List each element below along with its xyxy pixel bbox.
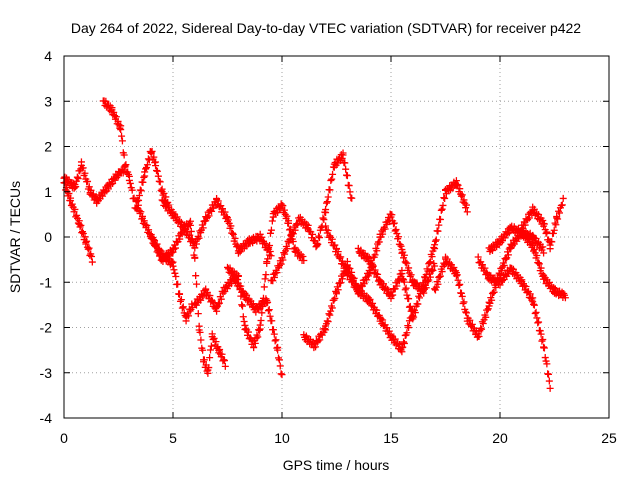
x-tick-label: 5 (169, 430, 177, 446)
x-tick-label: 25 (601, 430, 617, 446)
x-tick-label: 15 (383, 430, 399, 446)
y-tick-label: 0 (44, 229, 52, 245)
axis-tick-labels: 0 5 10 15 20 25 -4 -3 -2 -1 0 1 2 3 4 (40, 48, 617, 446)
series-track-9 (267, 149, 356, 285)
x-axis-label: GPS time / hours (283, 457, 390, 473)
y-tick-label: 3 (44, 93, 52, 109)
y-axis-label: SDTVAR / TECUs (7, 181, 23, 293)
y-tick-label: 4 (44, 48, 52, 64)
series-track-12 (354, 177, 471, 323)
series-track-14 (474, 253, 554, 392)
x-tick-label: 10 (274, 430, 290, 446)
data-point-marks (354, 177, 471, 323)
y-tick-label: -1 (40, 274, 53, 290)
chart-title: Day 264 of 2022, Sidereal Day-to-day VTE… (71, 20, 581, 36)
data-point-marks (300, 257, 417, 356)
series-track-16 (518, 194, 567, 253)
series-track-3 (99, 97, 173, 213)
data-marks (60, 97, 569, 392)
y-tick-label: 1 (44, 184, 52, 200)
data-point-marks (485, 222, 569, 302)
series-track-8 (224, 200, 308, 352)
series-track-10 (300, 257, 417, 356)
data-point-marks (158, 195, 275, 260)
y-tick-label: -3 (40, 365, 53, 381)
y-tick-label: 2 (44, 139, 52, 155)
x-tick-label: 20 (492, 430, 508, 446)
data-point-marks (322, 210, 439, 298)
data-point-marks (99, 97, 173, 213)
series-track-11 (322, 210, 439, 298)
series-track-15 (485, 222, 569, 302)
y-tick-label: -2 (40, 320, 53, 336)
series-track-7 (158, 195, 275, 260)
data-point-marks (474, 253, 554, 392)
axis-ticks (63, 55, 610, 419)
x-tick-label: 0 (60, 430, 68, 446)
data-point-marks (224, 200, 308, 352)
y-tick-label: -4 (40, 410, 53, 426)
data-point-marks (267, 149, 356, 285)
data-point-marks (518, 194, 567, 253)
